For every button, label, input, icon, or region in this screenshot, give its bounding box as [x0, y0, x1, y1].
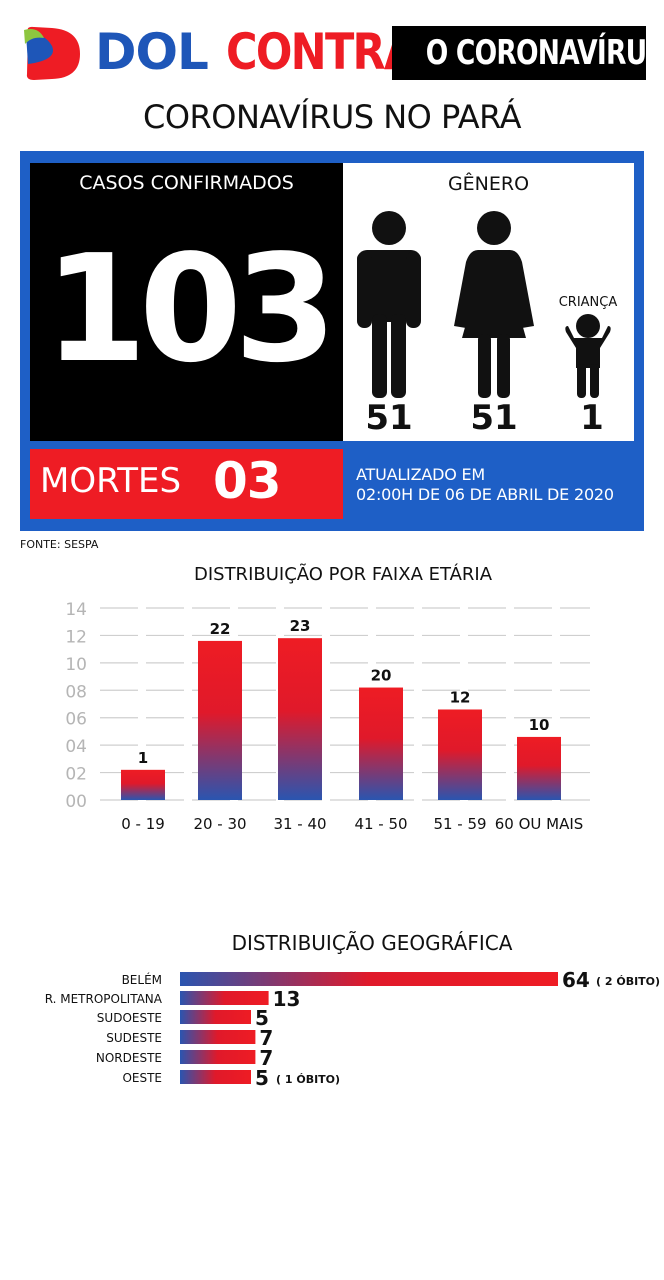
age-bar-data-label: 20 [371, 667, 392, 685]
women-count: 51 [470, 398, 518, 438]
updated-timestamp: 02:00H DE 06 DE ABRIL DE 2020 [356, 485, 614, 504]
geo-bar-data-label: 13 [273, 987, 301, 1011]
geo-bar-annotation: ( 1 ÓBITO) [276, 1073, 340, 1086]
age-y-tick-label: 06 [65, 710, 87, 730]
age-y-tick-label: 08 [65, 682, 87, 702]
age-x-tick-label: 0 - 19 [121, 815, 165, 833]
source-note: FONTE: SESPA [20, 538, 99, 551]
age-y-tick-label: 12 [65, 627, 87, 647]
page-title: CORONAVÍRUS NO PARÁ [143, 98, 521, 136]
age-chart-title: DISTRIBUIÇÃO POR FAIXA ETÁRIA [193, 564, 493, 585]
cases-box [30, 163, 343, 441]
age-bar [198, 640, 242, 800]
geo-bar-data-label: 7 [259, 1026, 273, 1050]
age-bar [359, 687, 403, 800]
age-chart: 00 02 04 06 08 10 12 14 1 0 - 19 22 20 - 30 23 31 - 4… [65, 600, 590, 833]
age-x-tick-label: 31 - 40 [273, 815, 326, 833]
age-bar [121, 769, 165, 800]
geo-bar-data-label: 5 [255, 1066, 269, 1090]
updated-label: ATUALIZADO EM [356, 465, 485, 484]
age-x-tick-label: 20 - 30 [193, 815, 246, 833]
geo-category-label: BELÉM [122, 972, 162, 987]
geo-category-label: OESTE [122, 1071, 162, 1085]
age-y-tick-label: 02 [65, 765, 87, 785]
geo-category-label: R. METROPOLITANA [45, 992, 163, 1006]
age-x-tick-label: 60 OU MAIS [495, 815, 584, 833]
age-bar [438, 709, 482, 800]
brand-contra: CONTRA [226, 23, 417, 81]
gender-label: GÊNERO [447, 173, 530, 195]
man-icon [357, 211, 421, 398]
geo-bar [180, 991, 269, 1005]
age-y-tick-label: 14 [65, 600, 87, 620]
age-bar-data-label: 10 [529, 716, 550, 734]
age-y-tick-label: 10 [65, 655, 87, 675]
age-bar-data-label: 1 [138, 749, 148, 767]
age-bar-data-label: 22 [210, 620, 231, 638]
age-bar [517, 736, 561, 800]
woman-icon [454, 211, 534, 398]
age-bar-data-label: 12 [450, 688, 471, 706]
deaths-label: MORTES [40, 461, 182, 501]
geo-bar [180, 1050, 256, 1064]
men-count: 51 [365, 398, 413, 438]
geo-bar-annotation: ( 2 ÓBITO) [596, 975, 660, 988]
geo-bar-data-label: 7 [259, 1046, 273, 1070]
geo-category-label: SUDESTE [106, 1031, 162, 1045]
child-count: 1 [580, 398, 604, 438]
brand-tagline: O CORONAVÍRUS [425, 33, 646, 73]
child-icon [565, 314, 611, 398]
child-label: CRIANÇA [558, 295, 618, 310]
geo-bar [180, 1010, 251, 1024]
age-x-tick-label: 41 - 50 [354, 815, 407, 833]
age-y-tick-label: 00 [65, 792, 87, 812]
geo-chart: BELÉM 64 ( 2 ÓBITO) R. METROPOLITANA 13 SUDOE… [45, 968, 660, 1090]
age-y-tick-label: 04 [65, 737, 87, 757]
cases-label: CASOS CONFIRMADOS [79, 172, 294, 194]
deaths-value: 03 [213, 452, 282, 510]
brand-dol: DOL [95, 23, 209, 81]
geo-chart-title: DISTRIBUIÇÃO GEOGRÁFICA [231, 931, 513, 955]
geo-category-label: SUDOESTE [97, 1011, 162, 1025]
logo-mark-icon [24, 26, 80, 80]
brand-tagline-box: O CORONAVÍRUS [392, 26, 646, 80]
geo-category-label: NORDESTE [96, 1051, 162, 1065]
geo-bar-data-label: 64 [562, 968, 590, 992]
cases-value: 103 [44, 223, 337, 395]
age-bar-data-label: 23 [290, 617, 311, 635]
age-x-tick-label: 51 - 59 [433, 815, 486, 833]
geo-bar [180, 1070, 251, 1084]
age-bar [278, 638, 322, 800]
geo-bar [180, 1030, 256, 1044]
geo-bar [180, 972, 558, 986]
deaths-box [30, 449, 343, 519]
geo-bar-data-label: 5 [255, 1006, 269, 1030]
